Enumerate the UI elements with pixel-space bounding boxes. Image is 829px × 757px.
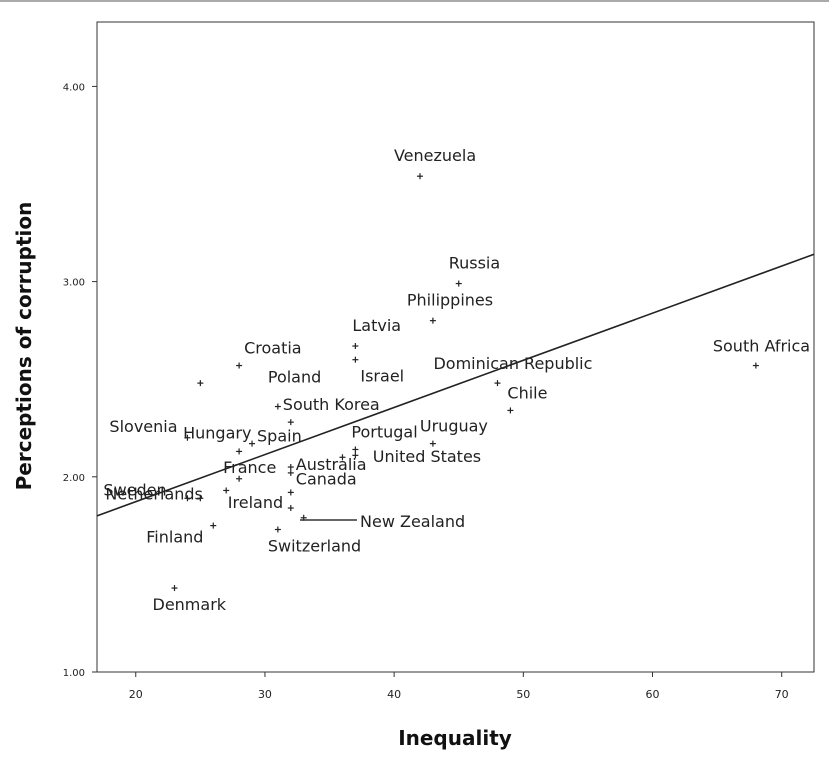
data-point xyxy=(287,469,294,476)
data-point xyxy=(210,522,217,529)
point-label: Latvia xyxy=(352,316,401,335)
data-point xyxy=(287,464,294,471)
point-label: Venezuela xyxy=(394,146,476,165)
x-tick-label: 20 xyxy=(129,688,143,701)
data-point xyxy=(339,454,346,461)
point-label: Croatia xyxy=(244,339,302,358)
data-point xyxy=(352,452,359,459)
x-axis-title: Inequality xyxy=(398,726,512,750)
y-tick-label: 4.00 xyxy=(63,82,85,93)
y-tick-label: 2.00 xyxy=(63,473,85,484)
data-point xyxy=(171,585,178,592)
data-point xyxy=(236,362,243,369)
point-label: South Korea xyxy=(283,395,380,414)
point-label: Russia xyxy=(449,254,500,273)
x-tick-label: 70 xyxy=(775,688,789,701)
data-point xyxy=(274,526,281,533)
point-label: Canada xyxy=(296,469,357,488)
point-label: Israel xyxy=(360,367,404,386)
x-tick-label: 60 xyxy=(646,688,660,701)
data-point xyxy=(287,419,294,426)
point-label: Chile xyxy=(507,383,547,402)
y-tick-label: 1.00 xyxy=(63,668,85,679)
data-point xyxy=(752,362,759,369)
point-label: Dominican Republic xyxy=(433,354,592,373)
data-point xyxy=(197,495,204,502)
data-point xyxy=(507,407,514,414)
point-label: Denmark xyxy=(153,595,227,614)
data-point xyxy=(352,343,359,350)
data-point xyxy=(249,440,256,447)
data-point xyxy=(352,446,359,453)
point-label: Philippines xyxy=(407,291,493,310)
data-point xyxy=(274,403,281,410)
point-label: Poland xyxy=(268,368,321,387)
x-tick-label: 30 xyxy=(258,688,272,701)
data-point xyxy=(236,475,243,482)
point-label: Finland xyxy=(146,528,203,547)
data-point xyxy=(184,495,191,502)
data-point xyxy=(184,434,191,441)
point-label: Spain xyxy=(257,427,302,446)
point-label: Ireland xyxy=(228,493,283,512)
data-point xyxy=(223,487,230,494)
data-point xyxy=(352,356,359,363)
point-label: Switzerland xyxy=(268,537,361,556)
y-tick-label: 3.00 xyxy=(63,278,85,289)
data-point xyxy=(287,489,294,496)
point-label: United States xyxy=(373,447,481,466)
data-point xyxy=(197,380,204,387)
data-point xyxy=(429,440,436,447)
data-point xyxy=(494,380,501,387)
y-axis-title: Perceptions of corruption xyxy=(12,202,36,491)
point-label: Uruguay xyxy=(420,417,488,436)
point-label: New Zealand xyxy=(360,512,465,531)
point-label: France xyxy=(223,458,276,477)
regression-line xyxy=(96,253,815,517)
point-label: South Africa xyxy=(713,337,810,356)
data-point xyxy=(416,173,423,180)
x-tick-label: 50 xyxy=(516,688,530,701)
plot-frame xyxy=(96,21,815,673)
data-point xyxy=(236,448,243,455)
point-label: Sweden xyxy=(103,480,166,499)
data-point xyxy=(455,280,462,287)
point-label: Slovenia xyxy=(109,417,177,436)
x-tick-label: 40 xyxy=(387,688,401,701)
data-point xyxy=(429,317,436,324)
point-label: Hungary xyxy=(183,423,251,442)
point-label: Australia xyxy=(296,455,367,474)
data-point xyxy=(287,505,294,512)
point-label: Netherlands xyxy=(105,484,203,503)
point-label: Portugal xyxy=(351,422,417,441)
